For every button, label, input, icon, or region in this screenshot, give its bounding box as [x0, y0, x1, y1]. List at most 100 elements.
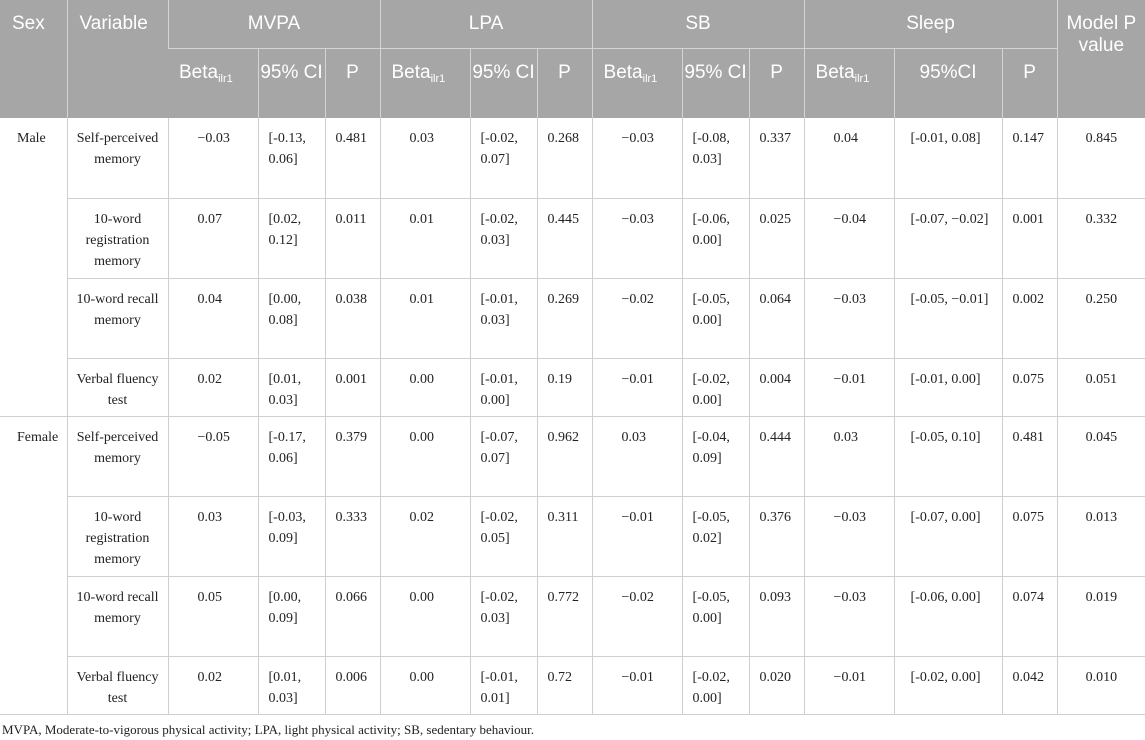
sb-p-cell: 0.020	[748, 656, 805, 715]
mvpa-p-cell: 0.038	[324, 278, 380, 359]
sb-ci-cell: [-0.06, 0.00]	[681, 198, 750, 279]
beta-label: Beta	[391, 61, 431, 83]
sleep-p-cell: 0.002	[1001, 278, 1058, 359]
lpa-beta-cell: 0.00	[379, 576, 470, 657]
sleep-p-cell: 0.042	[1001, 656, 1058, 715]
lpa-ci-cell: [-0.01, 0.00]	[469, 358, 537, 417]
sleep-p-cell: 0.481	[1001, 416, 1058, 497]
header-group-mvpa: MVPA	[167, 0, 380, 48]
beta-label: Beta	[179, 61, 219, 83]
subheader-beta-sleep: Betailr1	[803, 47, 895, 118]
sleep-ci-cell: [-0.07, 0.00]	[893, 496, 1003, 577]
mvpa-beta-cell: 0.03	[167, 496, 258, 577]
mvpa-p-cell: 0.481	[324, 118, 380, 199]
table-row: Male Self-perceived memory −0.03 [-0.13, 0.…	[0, 118, 1145, 417]
sb-p-cell: 0.025	[748, 198, 805, 279]
mvpa-beta-cell: 0.07	[167, 198, 258, 279]
sb-ci-cell: [-0.05, 0.00]	[681, 278, 750, 359]
sleep-p-cell: 0.075	[1001, 496, 1058, 577]
variable-cell: 10-word recall memory	[66, 576, 168, 657]
mvpa-beta-cell: 0.02	[167, 358, 258, 417]
sb-beta-cell: −0.01	[591, 496, 683, 577]
beta-subscript: ilr1	[218, 72, 233, 85]
sleep-beta-cell: −0.04	[803, 198, 895, 279]
lpa-p-cell: 0.445	[536, 198, 593, 279]
mvpa-beta-cell: −0.05	[167, 416, 258, 497]
subheader-beta-mvpa: Betailr1	[168, 47, 258, 118]
sleep-p-cell: 0.074	[1001, 576, 1058, 657]
lpa-p-cell: 0.269	[536, 278, 593, 359]
table-row: 10-word registration memory 0.03 [-0.03, 0…	[0, 496, 1145, 577]
sb-beta-cell: −0.03	[591, 118, 683, 199]
header-model-p: Model P value	[1056, 0, 1145, 118]
sleep-beta-cell: 0.04	[803, 118, 895, 199]
mvpa-ci-cell: [0.01, 0.03]	[257, 358, 325, 417]
lpa-beta-cell: 0.00	[379, 416, 470, 497]
subheader-beta-sb: Betailr1	[591, 47, 683, 118]
sleep-p-cell: 0.075	[1001, 358, 1058, 417]
header-group-lpa: LPA	[379, 0, 593, 48]
sb-p-cell: 0.444	[748, 416, 805, 497]
lpa-beta-cell: 0.00	[379, 358, 470, 417]
header-group-sleep: Sleep	[803, 0, 1058, 48]
sb-beta-cell: −0.01	[591, 358, 683, 417]
sleep-p-cell: 0.001	[1001, 198, 1058, 279]
lpa-p-cell: 0.19	[536, 358, 593, 417]
table-row: 10-word registration memory 0.07 [0.02, 0.…	[0, 198, 1145, 279]
beta-subscript: ilr1	[430, 72, 446, 85]
sex-cell: Male	[0, 118, 67, 417]
model-p-cell: 0.019	[1056, 576, 1145, 657]
variable-cell: Self-perceived memory	[66, 118, 168, 199]
mvpa-ci-cell: [0.01, 0.03]	[257, 656, 325, 715]
table-row: Verbal fluency test 0.02 [0.01, 0.03] 0.001…	[0, 358, 1145, 417]
lpa-p-cell: 0.962	[536, 416, 593, 497]
sb-beta-cell: −0.02	[591, 576, 683, 657]
sleep-beta-cell: 0.03	[803, 416, 895, 497]
subheader-p-sleep: P	[1001, 47, 1058, 118]
subheader-ci-lpa: 95% CI	[469, 47, 537, 118]
sleep-ci-cell: [-0.05, 0.10]	[893, 416, 1003, 497]
beta-label: Beta	[815, 61, 855, 83]
model-p-cell: 0.051	[1056, 358, 1145, 417]
beta-label: Beta	[603, 61, 643, 83]
mvpa-p-cell: 0.011	[324, 198, 380, 279]
model-p-cell: 0.045	[1056, 416, 1145, 497]
sleep-ci-cell: [-0.07, −0.02]	[893, 198, 1003, 279]
mvpa-ci-cell: [-0.17, 0.06]	[257, 416, 325, 497]
sleep-beta-cell: −0.03	[803, 496, 895, 577]
subheader-ci-sb: 95% CI	[681, 47, 750, 118]
sleep-ci-cell: [-0.01, 0.00]	[893, 358, 1003, 417]
header-group-sb: SB	[591, 0, 805, 48]
model-p-cell: 0.845	[1056, 118, 1145, 199]
sb-p-cell: 0.004	[748, 358, 805, 417]
variable-cell: 10-word registration memory	[66, 198, 168, 279]
variable-cell: Self-perceived memory	[66, 416, 168, 497]
mvpa-beta-cell: −0.03	[167, 118, 258, 199]
lpa-p-cell: 0.268	[536, 118, 593, 199]
sleep-beta-cell: −0.01	[803, 656, 895, 715]
beta-subscript: ilr1	[854, 72, 870, 85]
sb-ci-cell: [-0.05, 0.00]	[681, 576, 750, 657]
sb-beta-cell: 0.03	[591, 416, 683, 497]
table-footnote: MVPA, Moderate-to-vigorous physical acti…	[2, 722, 534, 737]
sleep-ci-cell: [-0.06, 0.00]	[893, 576, 1003, 657]
table-row: Female Self-perceived memory −0.05 [-0.17, …	[0, 416, 1145, 715]
lpa-ci-cell: [-0.01, 0.03]	[469, 278, 537, 359]
model-p-cell: 0.332	[1056, 198, 1145, 279]
mvpa-p-cell: 0.001	[324, 358, 380, 417]
table-row: Verbal fluency test 0.02 [0.01, 0.03] 0.006…	[0, 656, 1145, 715]
mvpa-p-cell: 0.333	[324, 496, 380, 577]
table-row: 10-word recall memory 0.04 [0.00, 0.08] 0.0…	[0, 278, 1145, 359]
lpa-beta-cell: 0.01	[379, 278, 470, 359]
sb-ci-cell: [-0.02, 0.00]	[681, 358, 750, 417]
sb-ci-cell: [-0.05, 0.02]	[681, 496, 750, 577]
sleep-p-cell: 0.147	[1001, 118, 1058, 199]
model-p-cell: 0.250	[1056, 278, 1145, 359]
table-row: 10-word recall memory 0.05 [0.00, 0.09] 0.0…	[0, 576, 1145, 657]
lpa-ci-cell: [-0.02, 0.05]	[469, 496, 537, 577]
subheader-ci-mvpa: 95% CI	[257, 47, 325, 118]
variable-cell: 10-word recall memory	[66, 278, 168, 359]
lpa-beta-cell: 0.00	[379, 656, 470, 715]
subheader-ci-sleep: 95%CI	[893, 47, 1003, 118]
mvpa-beta-cell: 0.05	[167, 576, 258, 657]
